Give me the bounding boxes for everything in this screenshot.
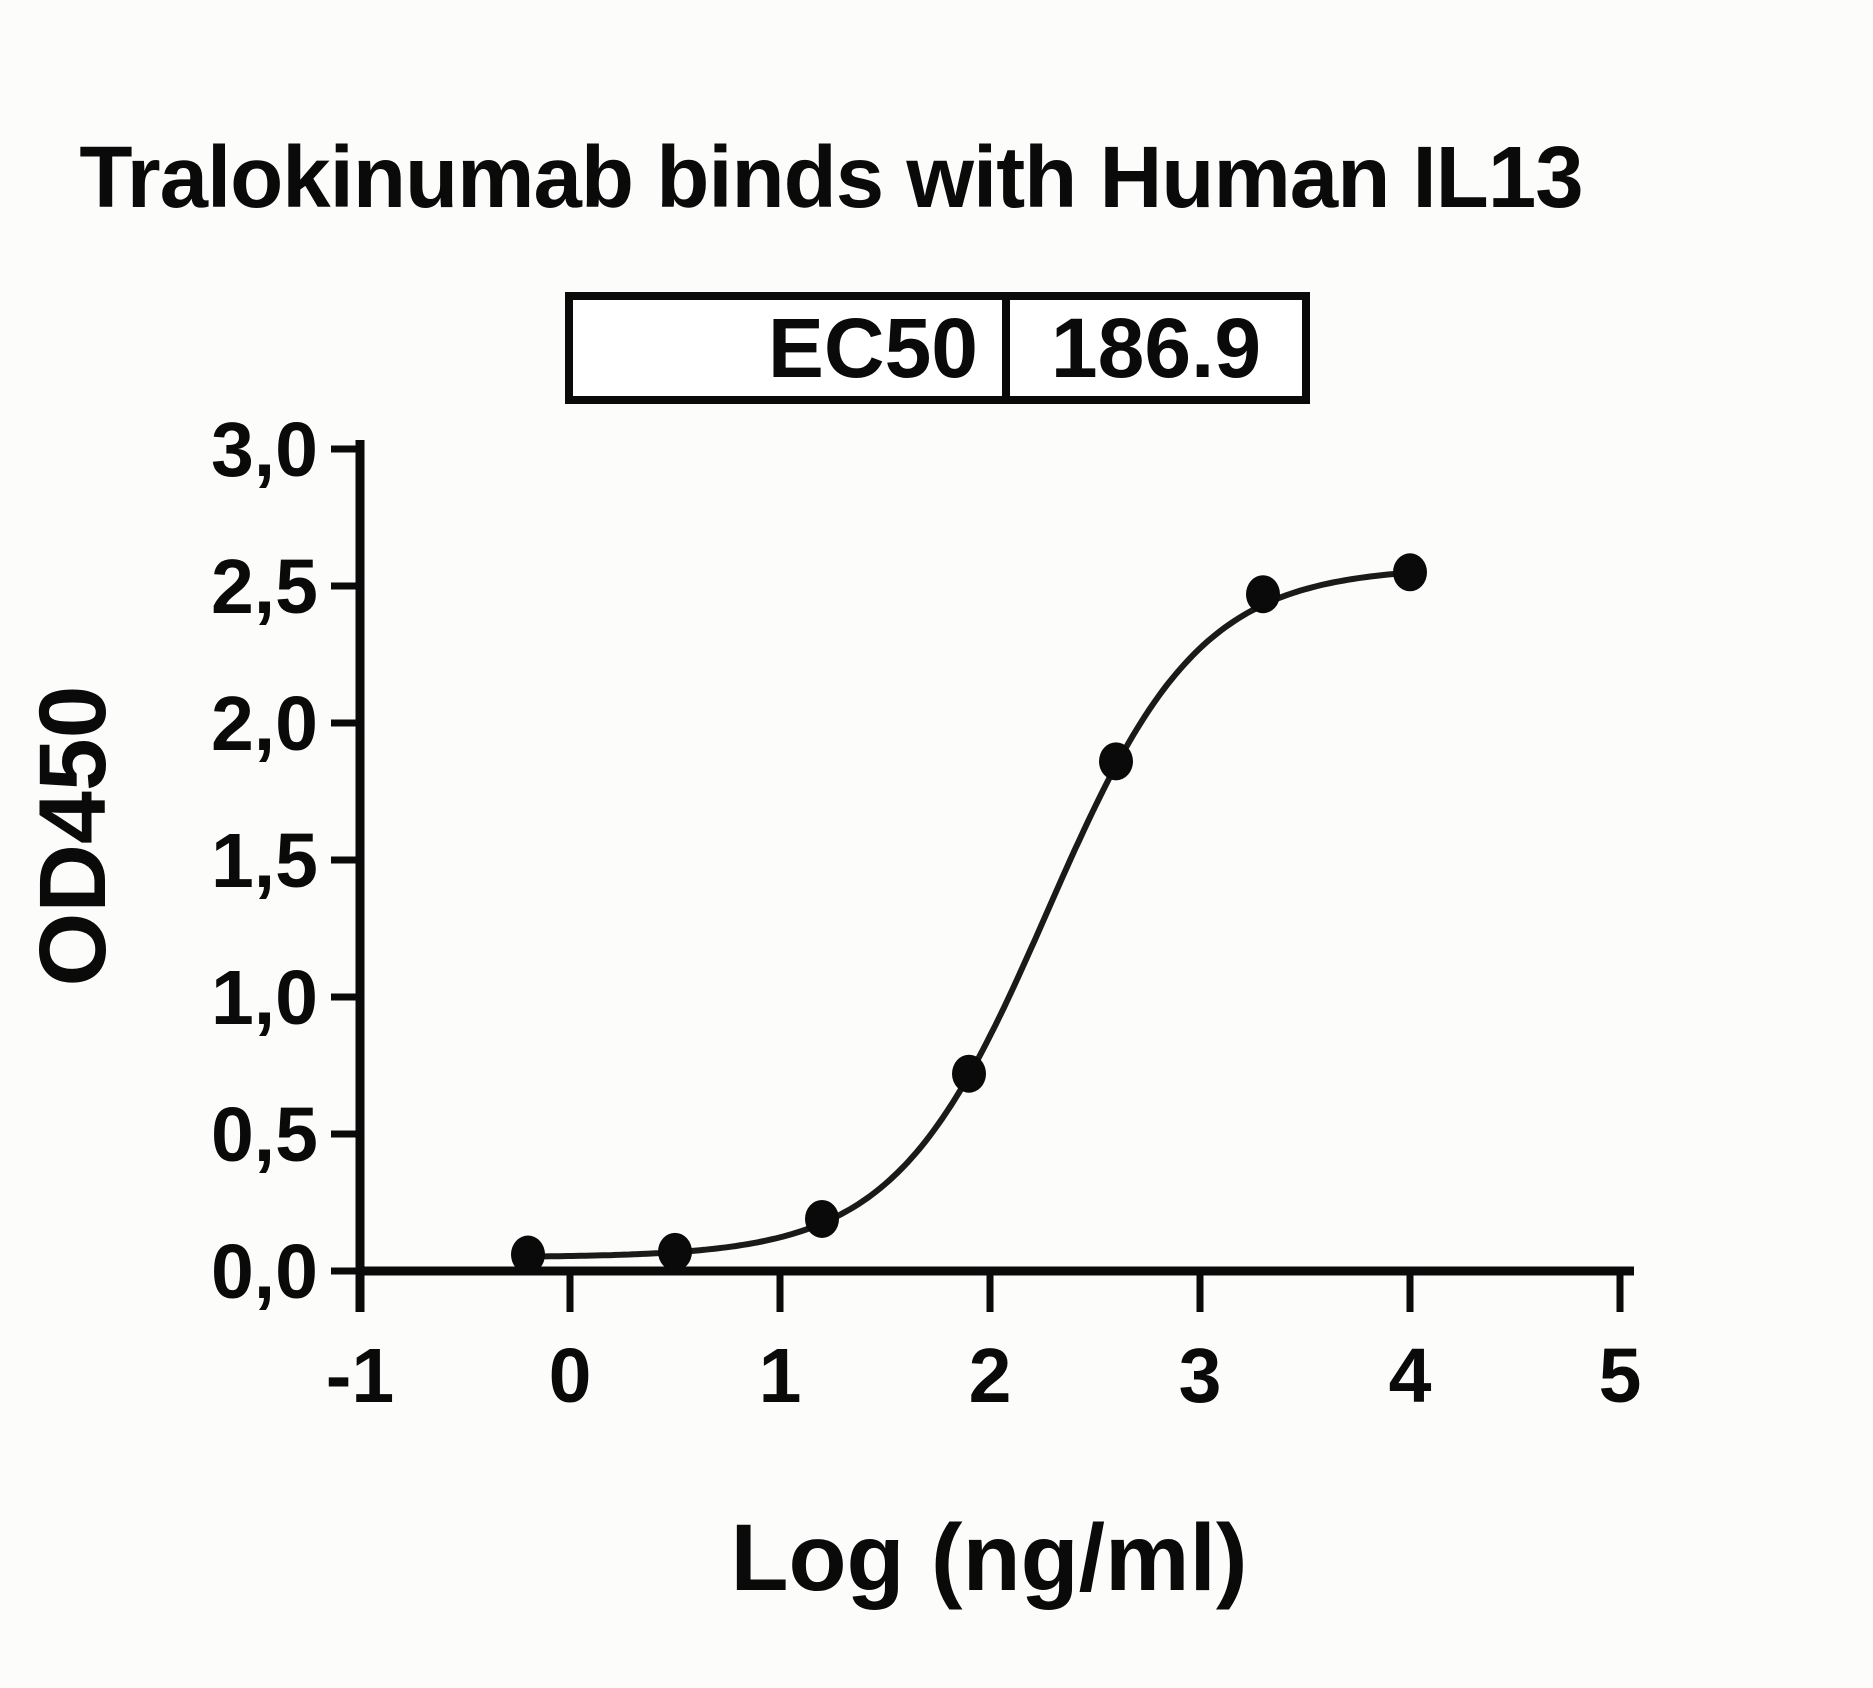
ec50-label: EC50 — [767, 301, 978, 395]
data-point — [1099, 742, 1133, 781]
data-point — [658, 1232, 692, 1271]
fit-curve — [527, 569, 1411, 1260]
y-tick-label: 0,0 — [211, 1229, 318, 1315]
ec50-table-value-cell: 186.9 — [1010, 300, 1302, 396]
x-tick-label: 0 — [549, 1333, 592, 1419]
y-tick-label: 0,5 — [211, 1092, 318, 1178]
data-point — [511, 1235, 545, 1274]
data-point — [1393, 553, 1427, 592]
y-tick-label: 1,5 — [211, 818, 318, 904]
y-axis-title: OD450 — [20, 685, 126, 986]
ec50-table: EC50 186.9 — [565, 292, 1310, 404]
x-tick-label: -1 — [326, 1333, 394, 1419]
y-tick-label: 3,0 — [211, 407, 318, 493]
data-point — [805, 1199, 839, 1238]
data-point — [952, 1054, 986, 1093]
x-tick-label: 5 — [1599, 1333, 1642, 1419]
x-axis-title: Log (ng/ml) — [730, 1505, 1247, 1611]
ec50-value: 186.9 — [1050, 301, 1262, 395]
x-tick-label: 4 — [1389, 1333, 1432, 1419]
data-point — [1246, 575, 1280, 614]
x-tick-label: 1 — [759, 1333, 802, 1419]
x-tick-label: 3 — [1179, 1333, 1222, 1419]
chart-title: Tralokinumab binds with Human IL13 — [79, 129, 1583, 226]
y-tick-label: 2,5 — [211, 544, 318, 630]
ec50-table-label-cell: EC50 — [573, 300, 1010, 396]
x-tick-label: 2 — [969, 1333, 1012, 1419]
y-tick-label: 2,0 — [211, 681, 318, 767]
y-tick-label: 1,0 — [211, 955, 318, 1041]
